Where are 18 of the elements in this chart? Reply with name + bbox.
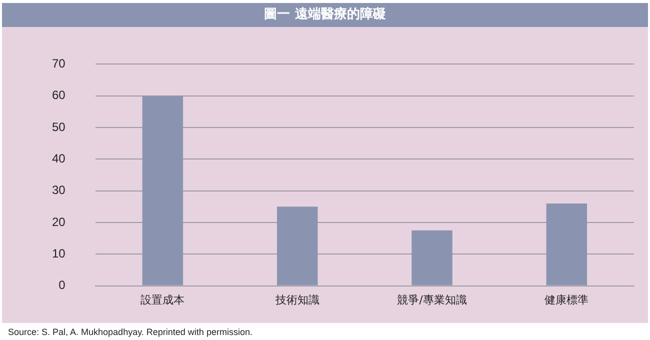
bar (412, 230, 452, 286)
chart-title: 圖一 遠端醫療的障礙 (2, 3, 648, 27)
x-tick-label: 競爭/專業知識 (397, 293, 467, 306)
y-tick-label: 10 (52, 246, 66, 260)
source-note: Source: S. Pal, A. Mukhopadhyay. Reprinted with permission. (8, 327, 252, 337)
x-tick-label: 健康標準 (544, 293, 589, 306)
y-tick-label: 40 (52, 151, 66, 166)
x-tick-label: 技術知識 (274, 293, 320, 306)
bar (142, 96, 184, 286)
y-tick-label: 70 (52, 56, 66, 71)
y-tick-label: 60 (52, 88, 66, 102)
y-tick-label: 20 (52, 214, 66, 229)
y-tick-label: 30 (52, 183, 66, 198)
x-tick-label: 設置成本 (140, 293, 185, 306)
y-tick-label: 0 (58, 278, 66, 292)
bar (276, 206, 318, 286)
y-tick-label: 50 (52, 120, 66, 134)
bar (546, 203, 588, 286)
